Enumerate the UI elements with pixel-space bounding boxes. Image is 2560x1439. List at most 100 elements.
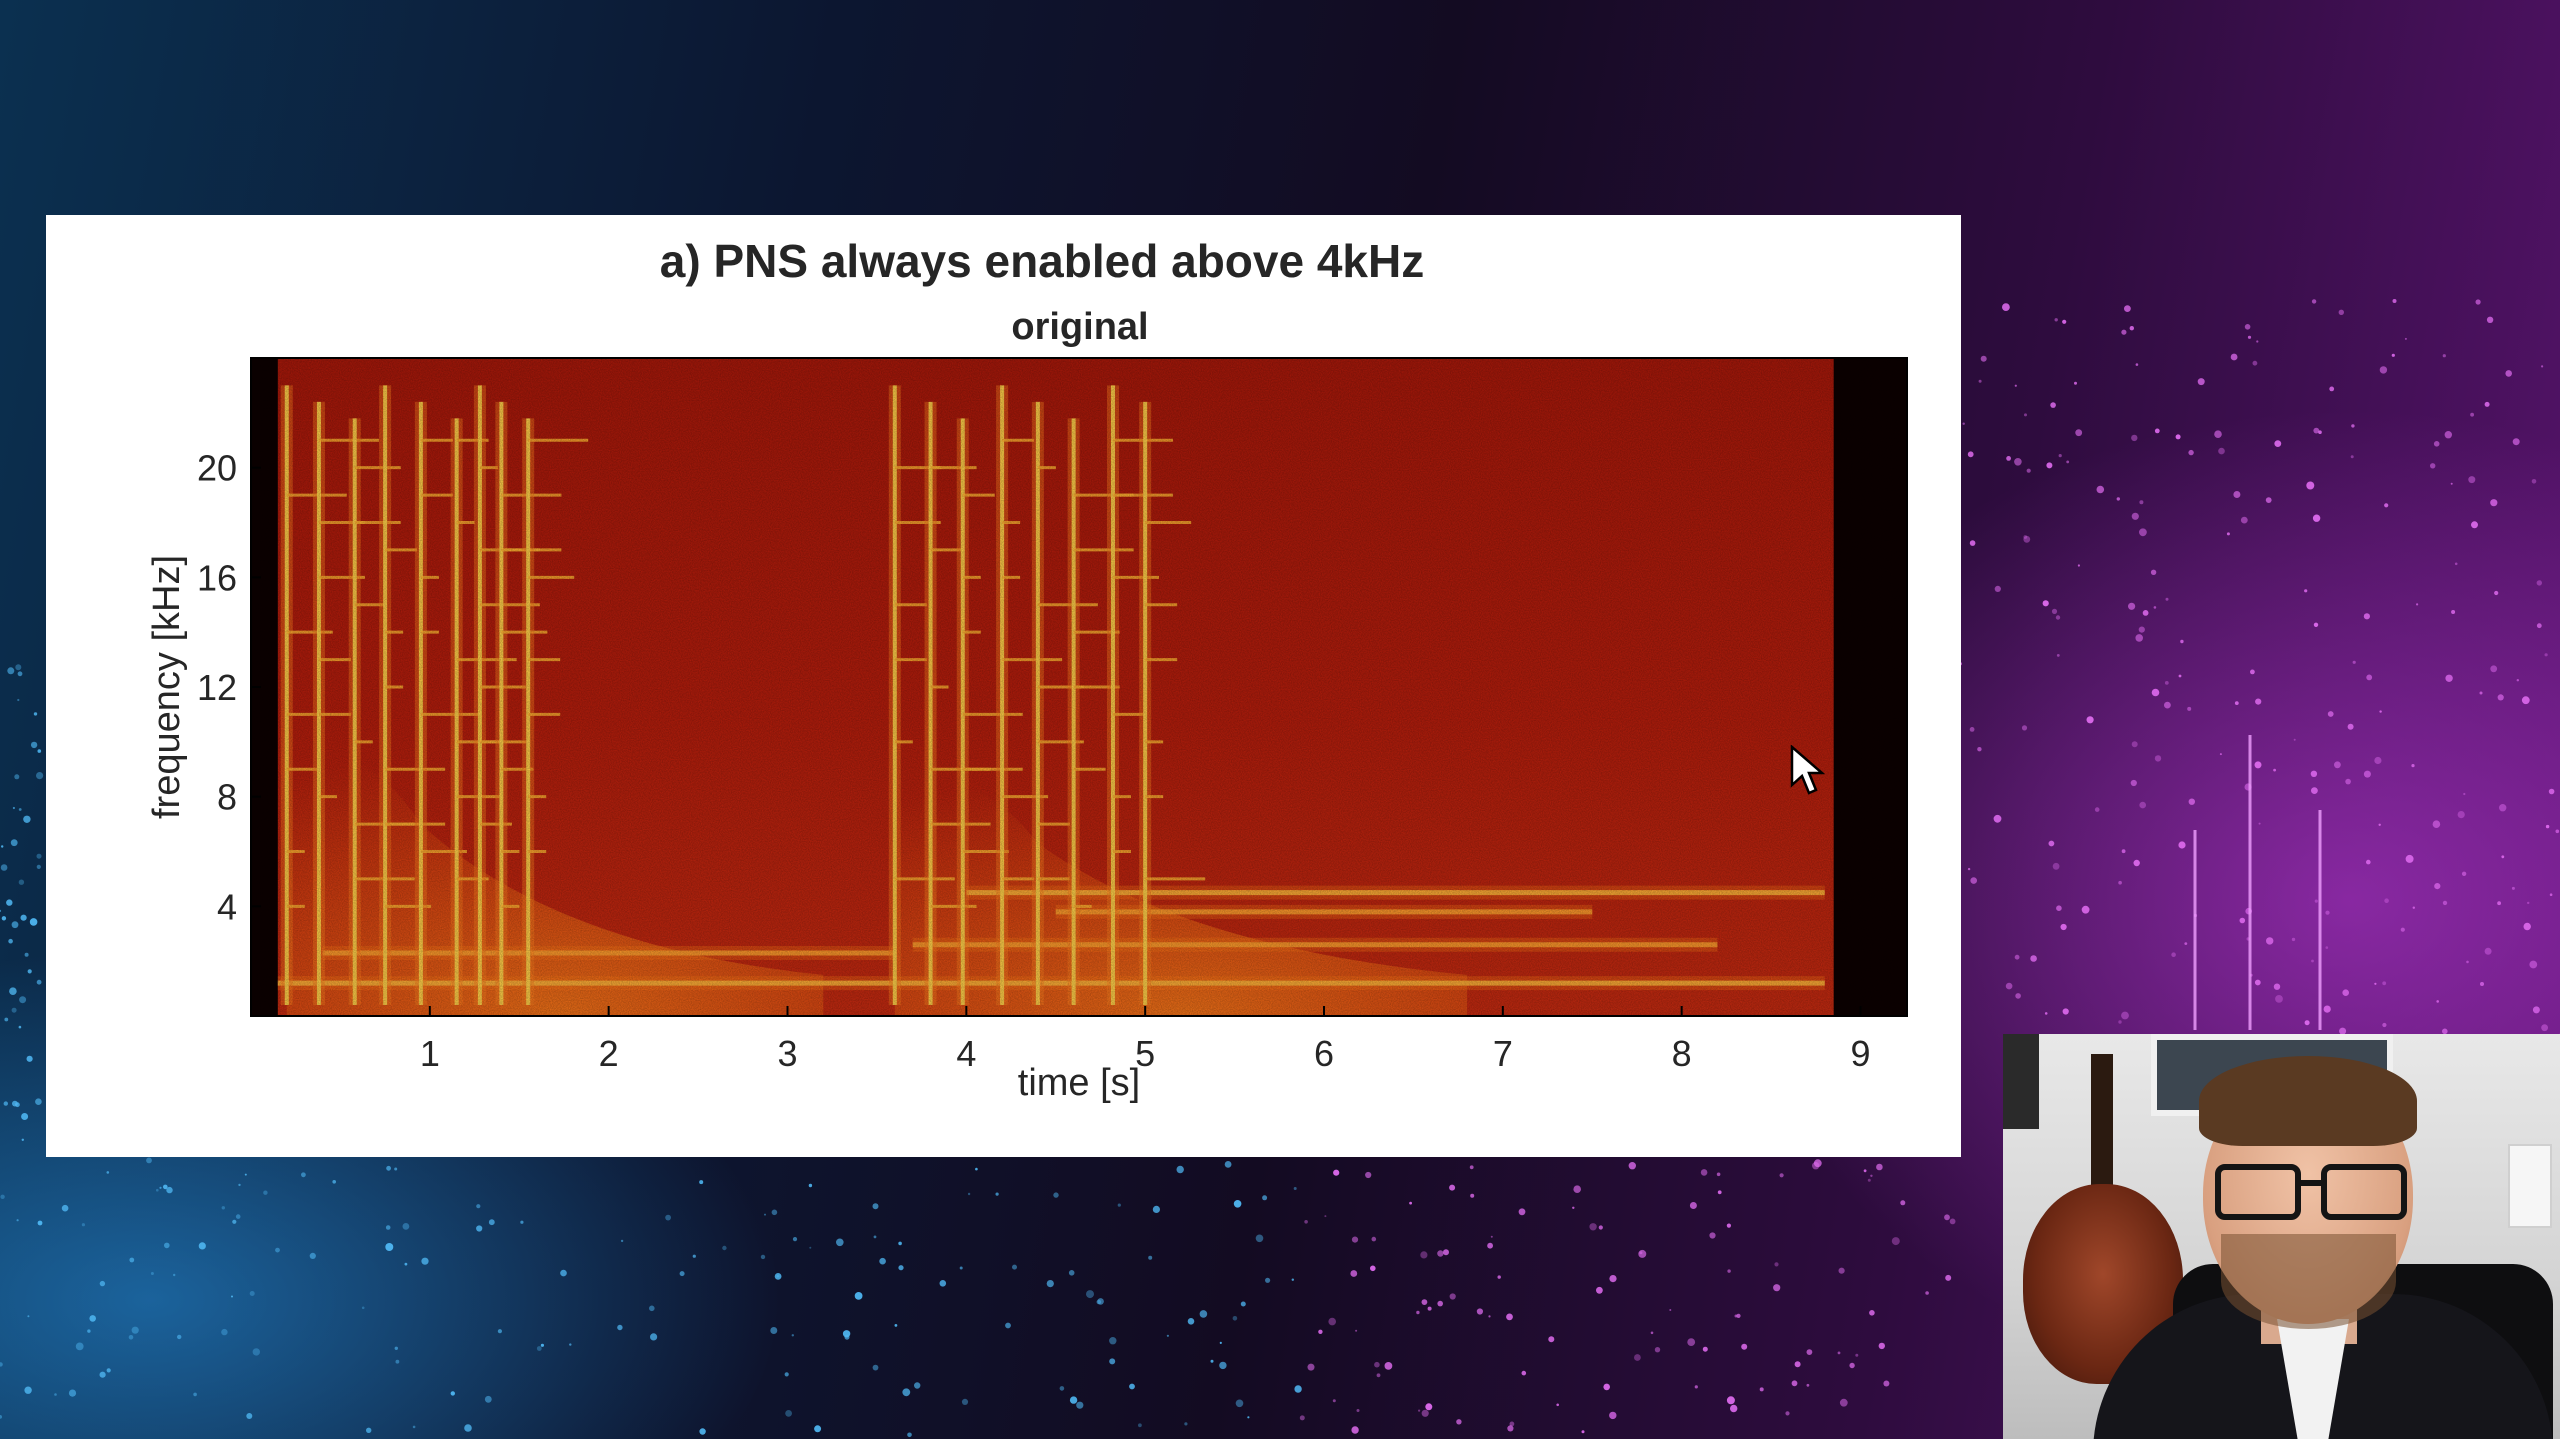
- star-dot: [1759, 1387, 1764, 1392]
- star-dot: [665, 1214, 671, 1221]
- star-dot: [2002, 303, 2010, 311]
- star-dot: [1370, 1265, 1376, 1272]
- star-dot: [569, 1343, 572, 1346]
- y-tick-label: 20: [197, 448, 237, 489]
- star-dot: [2384, 503, 2389, 508]
- star-dot: [2129, 326, 2134, 331]
- star-dot: [1506, 1313, 1513, 1321]
- star-dot: [2154, 755, 2162, 762]
- star-dot: [1949, 1218, 1956, 1225]
- star-dot: [2405, 854, 2414, 863]
- star-dot: [1069, 1396, 1078, 1404]
- star-dot: [2048, 840, 2055, 847]
- star-dot: [2545, 824, 2550, 829]
- star-dot: [19, 996, 27, 1004]
- star-dot: [394, 1167, 398, 1171]
- star-dot: [520, 1220, 524, 1224]
- star-dot: [2062, 1008, 2069, 1015]
- star-dot: [1219, 1361, 1227, 1370]
- star-dot: [15, 664, 22, 671]
- star-dot: [238, 1183, 241, 1187]
- star-dot: [2164, 701, 2171, 709]
- star-dot: [2153, 606, 2157, 609]
- star-dot: [484, 1395, 492, 1403]
- star-dot: [2351, 424, 2355, 428]
- star-dot: [1734, 1314, 1738, 1318]
- star-dot: [193, 1392, 197, 1397]
- star-dot: [1421, 1409, 1429, 1417]
- star-dot: [2548, 788, 2555, 795]
- star-dot: [1109, 1358, 1116, 1365]
- star-dot: [402, 1223, 410, 1230]
- star-dot: [959, 1266, 963, 1270]
- star-dot: [2130, 779, 2137, 787]
- glasses-right-lens: [2321, 1164, 2407, 1220]
- star-dot: [2384, 898, 2389, 903]
- star-dot: [2444, 431, 2452, 439]
- star-dot: [1654, 1347, 1661, 1353]
- star-dot: [1967, 451, 1974, 458]
- star-dot: [476, 1204, 481, 1209]
- y-tick-label: 12: [197, 667, 237, 708]
- glasses-left-lens: [2215, 1164, 2301, 1220]
- star-dot: [2265, 497, 2272, 503]
- star-dot: [131, 1326, 139, 1334]
- star-dot: [385, 1243, 394, 1251]
- star-dot: [2323, 1005, 2331, 1013]
- star-dot: [1945, 1274, 1952, 1281]
- star-dot: [2274, 440, 2282, 447]
- star-dot: [1638, 1249, 1647, 1258]
- star-dot: [1328, 1317, 1336, 1326]
- star-dot: [2023, 535, 2028, 539]
- star-dot: [2532, 1006, 2540, 1014]
- star-dot: [1425, 1403, 1433, 1411]
- star-dot: [2118, 1020, 2122, 1024]
- star-dot: [1351, 1426, 1359, 1434]
- star-dot: [2536, 580, 2542, 586]
- star-dot: [2054, 318, 2058, 322]
- star-dot: [12, 806, 15, 810]
- star-dot: [1556, 1403, 1559, 1407]
- star-dot: [1634, 1354, 1641, 1361]
- star-dot: [2021, 725, 2028, 731]
- star-dot: [1785, 1411, 1790, 1416]
- star-dot: [2275, 995, 2283, 1003]
- star-dot: [2096, 485, 2105, 494]
- star-dot: [450, 1391, 455, 1396]
- star-dot: [2544, 653, 2548, 657]
- star-dot: [2150, 569, 2157, 575]
- star-dot: [2175, 434, 2181, 440]
- star-dot: [679, 1271, 685, 1277]
- star-dot: [2273, 983, 2281, 990]
- star-dot: [2382, 1022, 2387, 1028]
- star-dot: [1255, 1234, 1264, 1243]
- star-dot: [81, 1223, 85, 1227]
- star-dot: [1944, 1214, 1950, 1221]
- star-dot: [2164, 681, 2169, 685]
- x-tick-label: 5: [1135, 1033, 1155, 1074]
- star-dot: [1053, 1192, 1059, 1198]
- star-dot: [902, 1388, 911, 1397]
- star-dot: [27, 969, 32, 974]
- star-dot: [2484, 401, 2490, 407]
- star-dot: [497, 1329, 502, 1334]
- star-dot: [232, 1219, 237, 1224]
- star-dot: [2363, 613, 2370, 620]
- star-dot: [2318, 430, 2322, 435]
- star-dot: [2490, 499, 2498, 507]
- star-dot: [791, 1334, 794, 1337]
- star-dot: [898, 1265, 904, 1271]
- star-dot: [1709, 1232, 1716, 1239]
- star-dot: [1449, 1293, 1456, 1300]
- star-dot: [1476, 1308, 1483, 1315]
- star-dot: [907, 1432, 912, 1438]
- star-dot: [2442, 1028, 2448, 1035]
- star-dot: [173, 1273, 176, 1277]
- star-dot: [89, 1315, 96, 1322]
- star-dot: [939, 1280, 947, 1287]
- star-dot: [2178, 841, 2186, 849]
- star-dot: [2486, 316, 2494, 323]
- star-dot: [23, 815, 31, 823]
- star-dot: [385, 1225, 391, 1230]
- star-dot: [2044, 1012, 2048, 1015]
